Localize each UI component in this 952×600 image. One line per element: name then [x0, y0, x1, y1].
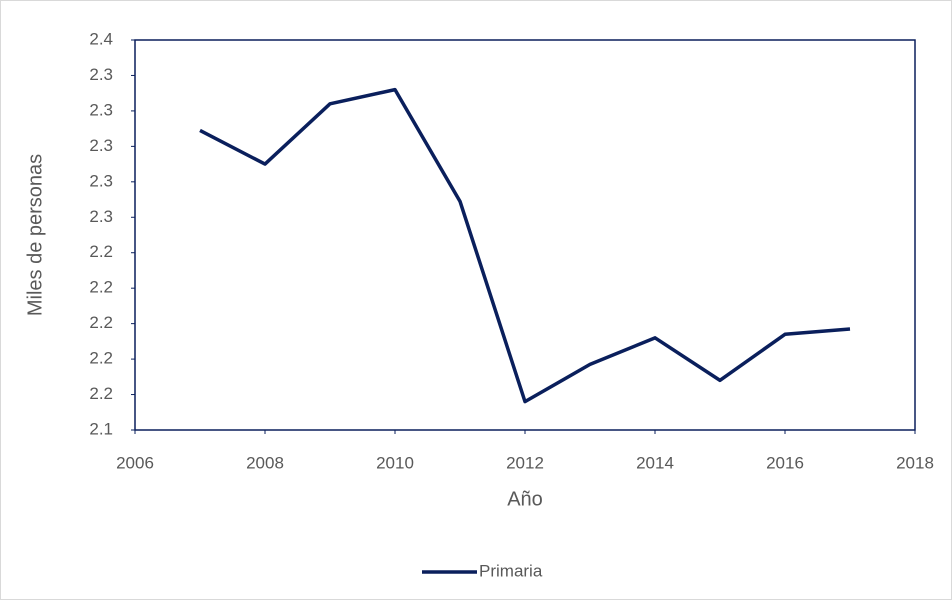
y-tick-label: 2.1 [89, 419, 113, 438]
x-tick-label: 2012 [506, 453, 544, 472]
y-tick-label: 2.2 [89, 349, 113, 368]
y-tick-label: 2.3 [89, 171, 113, 190]
x-tick-label: 2010 [376, 453, 414, 472]
y-tick-label: 2.4 [89, 29, 113, 48]
y-tick-label: 2.3 [89, 136, 113, 155]
y-tick-label: 2.2 [89, 384, 113, 403]
x-tick-label: 2008 [246, 453, 284, 472]
x-axis-label: Año [507, 488, 543, 510]
x-tick-label: 2014 [636, 453, 674, 472]
legend-label: Primaria [479, 561, 543, 580]
y-tick-label: 2.3 [89, 100, 113, 119]
y-tick-label: 2.3 [89, 65, 113, 84]
x-tick-label: 2018 [896, 453, 934, 472]
x-tick-label: 2006 [116, 453, 154, 472]
y-tick-label: 2.2 [89, 278, 113, 297]
y-tick-label: 2.2 [89, 242, 113, 261]
y-tick-label: 2.2 [89, 313, 113, 332]
y-axis-label: Miles de personas [24, 154, 46, 316]
x-tick-label: 2016 [766, 453, 804, 472]
line-series [199, 87, 851, 404]
y-tick-label: 2.3 [89, 207, 113, 226]
